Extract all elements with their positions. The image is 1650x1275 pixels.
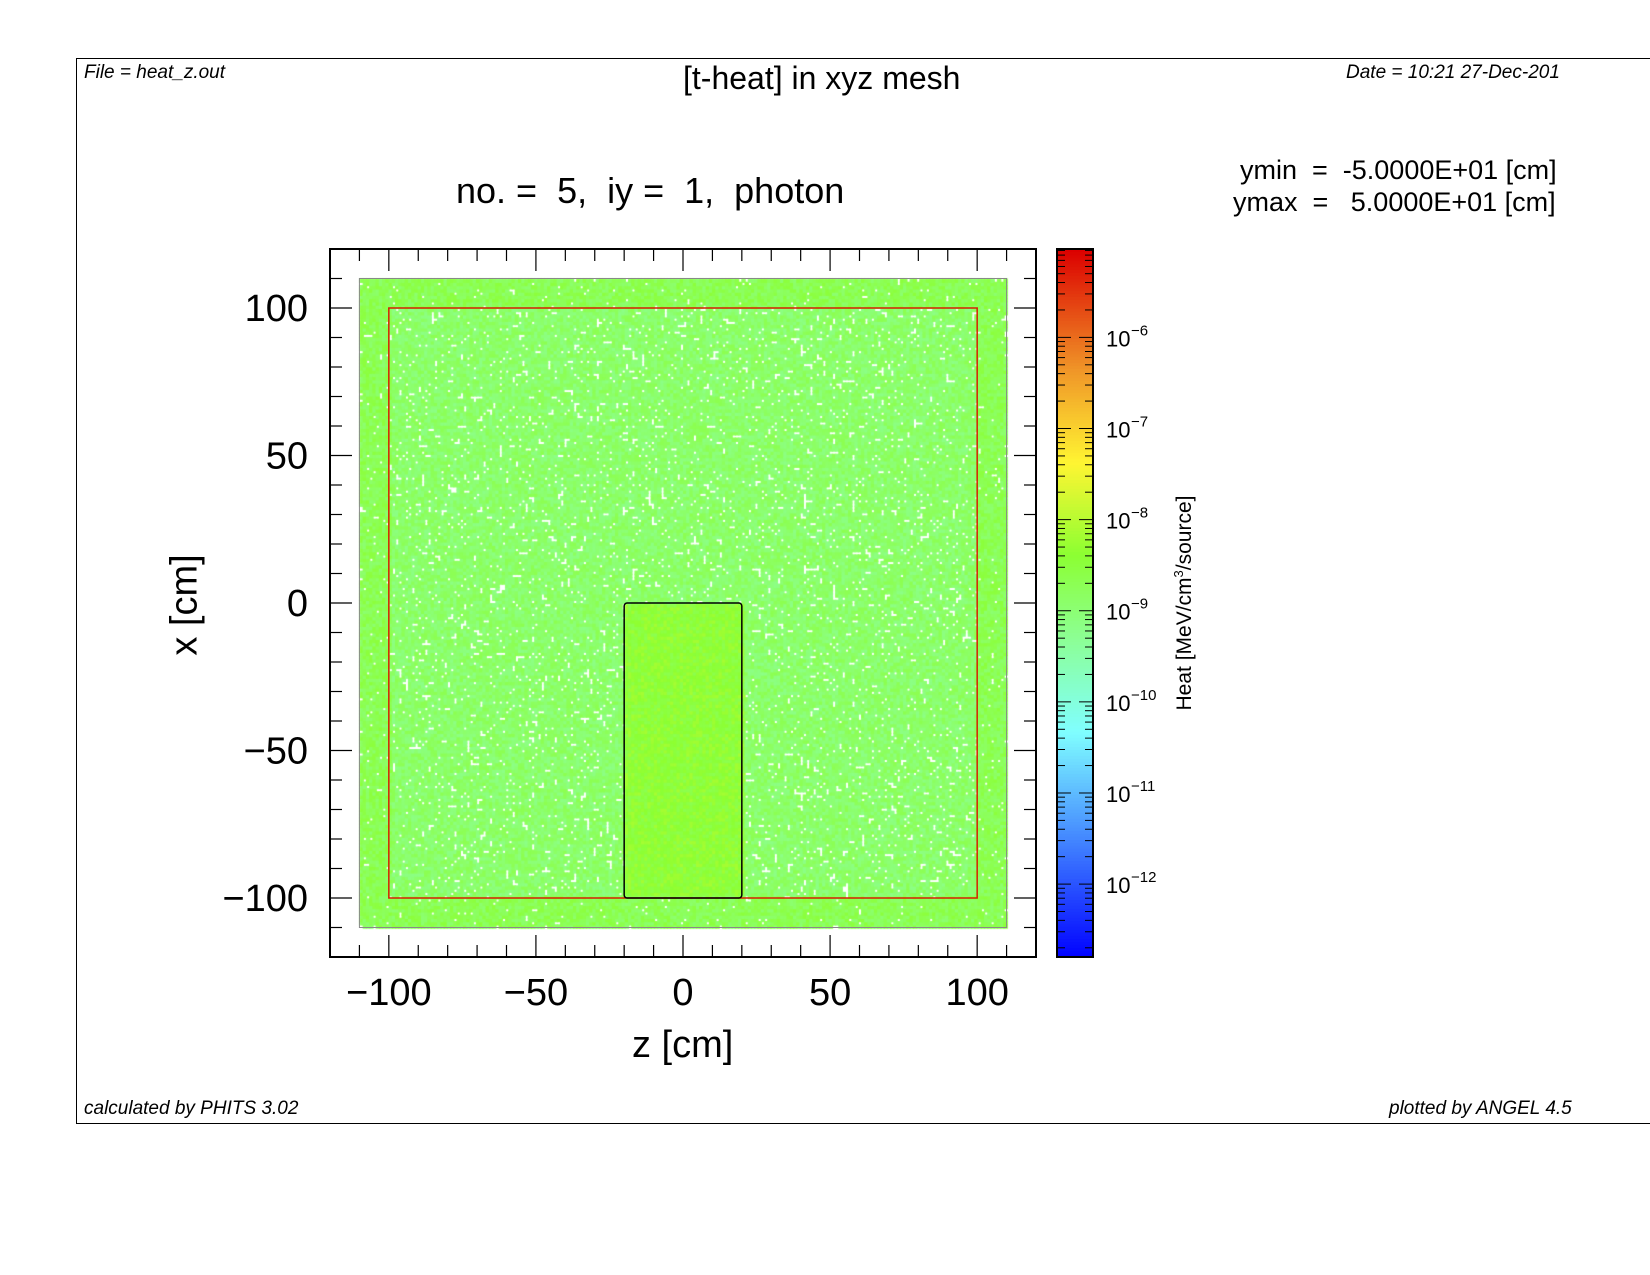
colorbar-tick-label: 10: [1106, 418, 1130, 443]
colorbar-tick-exponent: −8: [1131, 505, 1148, 522]
x-tick-label: 50: [809, 972, 851, 1014]
file-label: File = heat_z.out: [84, 62, 226, 83]
colorbar-frame: [1056, 248, 1094, 958]
mesh-boundary: [358, 278, 1008, 928]
colorbar-tick-label: 10: [1106, 691, 1130, 716]
y-tick-label: −50: [244, 731, 308, 773]
colorbar-gradient: [1057, 249, 1093, 957]
x-tick-label: 100: [945, 972, 1008, 1014]
date-label: Date = 10:21 27-Dec-201: [1346, 62, 1560, 83]
chart-title: no. = 5, iy = 1, photon: [456, 170, 845, 211]
colorbar-tick-label: 10: [1106, 326, 1130, 351]
y-axis-label: x [cm]: [163, 554, 206, 656]
x-tick-label: −100: [346, 972, 432, 1014]
colorbar-tick-exponent: −10: [1131, 687, 1156, 704]
x-axis-label: z [cm]: [632, 1024, 734, 1066]
colorbar-label-tail: /source]: [1173, 495, 1196, 571]
colorbar-tick-label: 10: [1106, 782, 1130, 807]
colorbar-label: Heat [MeV/cm3/source]: [1171, 496, 1197, 711]
calculated-by-label: calculated by PHITS 3.02: [84, 1098, 299, 1119]
inner-block-outline: [623, 602, 743, 899]
y-tick-label: 50: [266, 436, 308, 478]
y-tick-label: −100: [222, 878, 308, 920]
y-tick-label: 100: [245, 288, 308, 330]
colorbar-tick-exponent: −11: [1131, 778, 1155, 795]
ymin-label: ymin = -5.0000E+01 [cm]: [1240, 155, 1557, 185]
colorbar-tick-label: 10: [1106, 600, 1130, 625]
colorbar-tick-exponent: −12: [1131, 869, 1156, 886]
colorbar-tick-label: 10: [1106, 509, 1130, 534]
ymax-label: ymax = 5.0000E+01 [cm]: [1233, 187, 1556, 217]
colorbar-label-main: Heat [MeV/cm: [1173, 577, 1196, 711]
colorbar-tick-exponent: −7: [1131, 414, 1148, 431]
y-tick-label: 0: [287, 583, 308, 625]
colorbar-tick-exponent: −6: [1131, 322, 1148, 339]
page-frame: [76, 58, 1650, 1124]
colorbar-tick-label: 10: [1106, 873, 1130, 898]
x-tick-label: 0: [672, 972, 693, 1014]
page-title: [t-heat] in xyz mesh: [683, 60, 961, 96]
plotted-by-label: plotted by ANGEL 4.5: [1389, 1098, 1572, 1119]
colorbar-tick-exponent: −9: [1131, 596, 1148, 613]
x-tick-label: −50: [504, 972, 568, 1014]
colorbar-label-sup: 3: [1171, 570, 1186, 578]
